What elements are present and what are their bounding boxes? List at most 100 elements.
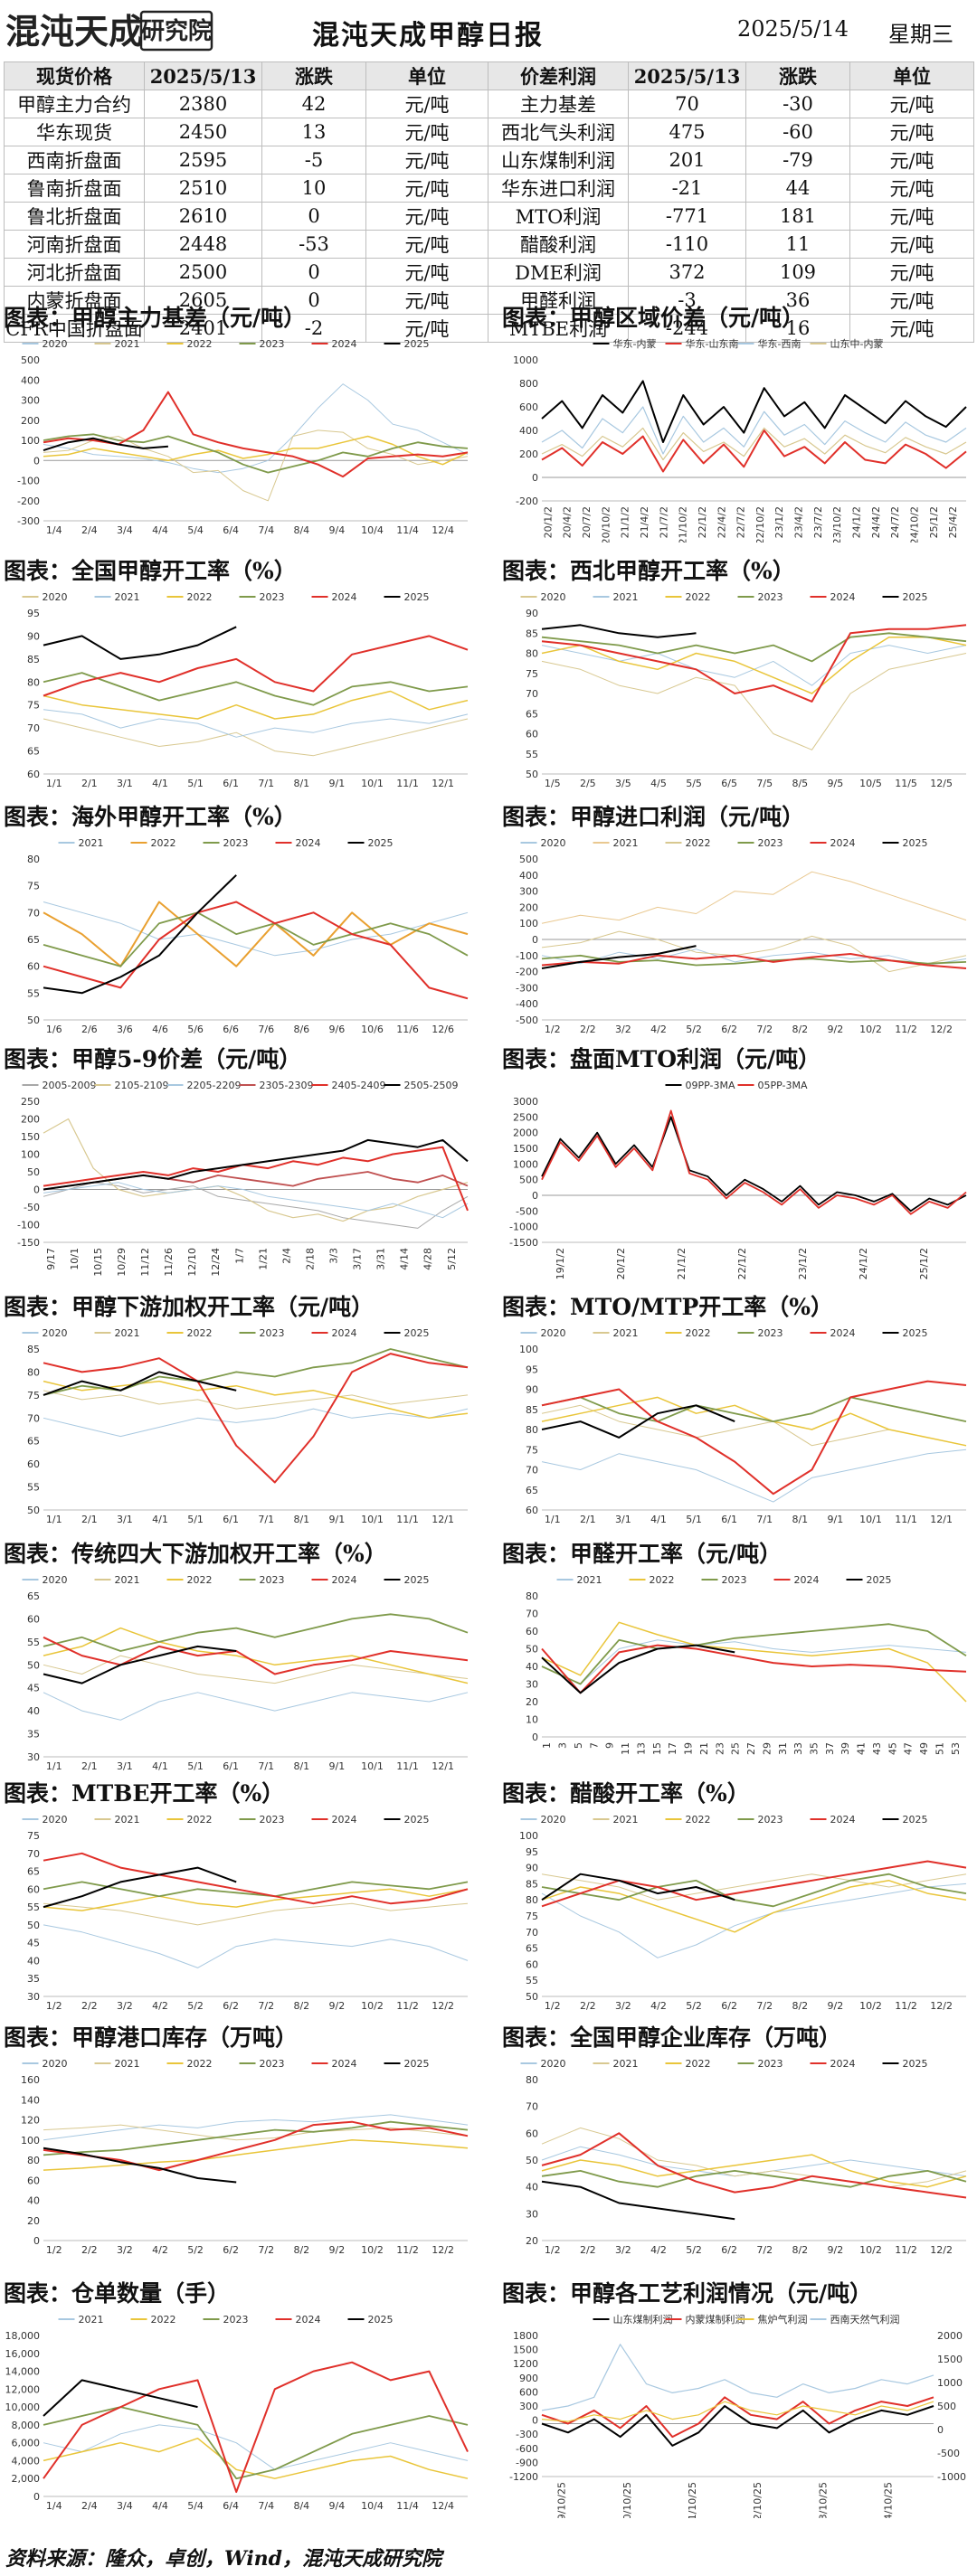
- table-cell: 0: [261, 258, 366, 287]
- y-tick-label: 60: [526, 1626, 538, 1637]
- y-tick-label: 50: [526, 1644, 538, 1656]
- y-tick-label: 250: [21, 1096, 40, 1108]
- table-row: 河南折盘面 2448 -53 元/吨 醋酸利润 -110 11 元/吨: [4, 230, 974, 259]
- legend-entry: 2020: [541, 2058, 566, 2070]
- table-cell: 475: [628, 118, 746, 146]
- x-tick-label: 21/1/2: [676, 1248, 688, 1279]
- y-tick-label: 80: [27, 2155, 40, 2166]
- x-tick-label: 7/4: [258, 2500, 274, 2512]
- y-tick-label: 40: [27, 2195, 40, 2207]
- y-tick-label: 50: [27, 1505, 40, 1516]
- legend-entry: 2023: [758, 1814, 783, 1826]
- chart-title: 图表：甲醇下游加权开工率（元/吨）: [4, 1294, 375, 1320]
- legend-entry: 2024: [830, 1327, 856, 1339]
- x-tick-label: 24/10/2: [908, 506, 920, 543]
- table-cell: 2610: [144, 202, 262, 231]
- x-tick-label: 6/2: [721, 2000, 737, 2012]
- y-tick-label: 200: [519, 448, 538, 460]
- x-tick-label: 45: [887, 1742, 898, 1755]
- x-tick-label: 4/4: [152, 2500, 168, 2512]
- chart-c17: 2021 2022 2023 2024 2025 18,000 16,000 14,000 12…: [5, 2314, 469, 2512]
- legend-entry: 2020: [43, 1814, 68, 1826]
- x-tick-label: 35: [809, 1742, 820, 1755]
- x-tick-label: 6/1: [223, 778, 239, 789]
- y-tick-label: 60: [526, 2128, 538, 2139]
- x-tick-label: 11/2: [895, 2244, 917, 2256]
- table-cell: 181: [745, 202, 850, 231]
- table-cell: 42: [261, 90, 366, 118]
- series-line: [43, 1881, 469, 1898]
- x-tick-label: 6/1: [223, 1760, 239, 1772]
- x-tick-label: 4/2: [152, 2244, 168, 2256]
- legend-entry: 山东中-内蒙: [830, 337, 884, 350]
- y-tick-label: 80: [526, 648, 538, 660]
- y-tick-label: 0: [33, 2235, 40, 2247]
- x-tick-label: 11/26: [163, 1248, 175, 1277]
- y-tick-label: 80: [27, 676, 40, 688]
- legend-entry: 2024: [830, 2058, 856, 2070]
- legend-entry: 2023: [260, 338, 285, 350]
- x-tick-label: 5/4: [187, 2500, 204, 2512]
- legend-entry: 山东煤制利润: [613, 2313, 673, 2326]
- x-tick-label: 29: [761, 1742, 773, 1755]
- table-cell: 内蒙折盘面: [4, 286, 145, 315]
- legend-entry: 2024: [332, 1814, 357, 1826]
- y-tick-label: 100: [519, 918, 538, 929]
- series-line: [541, 2169, 967, 2188]
- y-tick-label: -200: [17, 495, 40, 507]
- y-tick-label: 500: [519, 1175, 538, 1186]
- y-tick-label: 35: [27, 1729, 40, 1741]
- x-tick-label: 12/5: [930, 778, 953, 789]
- x-tick-label: 24/1/2: [850, 506, 862, 538]
- y-tick-label: 70: [27, 1848, 40, 1860]
- series-line: [541, 1404, 735, 1439]
- x-tick-label: 7/2: [756, 2244, 773, 2256]
- y-tick-label: 75: [27, 700, 40, 712]
- series-line: [43, 718, 469, 757]
- x-tick-label: 2/4: [280, 1248, 292, 1264]
- x-tick-label: 1/2: [46, 2000, 62, 2012]
- y-tick-label: 90: [526, 608, 538, 619]
- y-tick-label: -300: [516, 982, 538, 994]
- y-tick-label: 55: [27, 1901, 40, 1913]
- y-tick-label: 400: [21, 374, 40, 386]
- x-tick-label: 12/2: [930, 2000, 953, 2012]
- x-tick-label: 51: [934, 1742, 945, 1755]
- legend-entry: 2022: [686, 1814, 711, 1826]
- x-tick-label: 2/5: [580, 778, 596, 789]
- chart-c16: 2020 2021 2022 2023 2024 2025 80 70 60 50 40 30 20 1/…: [520, 2058, 967, 2256]
- x-tick-label: 19/1/2: [555, 1248, 566, 1279]
- x-tick-label: 11/1: [396, 1760, 419, 1772]
- x-tick-label: 12/24: [210, 1248, 222, 1277]
- table-row: 内蒙折盘面 2605 0 元/吨 甲醛利润 -3 36 元/吨: [4, 286, 974, 315]
- x-tick-label: 3/31: [375, 1248, 387, 1270]
- x-tick-label: 20/10/25: [621, 2482, 633, 2518]
- y-tick-label: 60: [526, 1958, 538, 1970]
- y-tick-label: 35: [27, 1973, 40, 1985]
- legend-entry: 2505-2509: [404, 1080, 459, 1091]
- x-tick-label: 9/2: [828, 2000, 844, 2012]
- table-row: 西南折盘面 2595 -5 元/吨 山东煤制利润 201 -79 元/吨: [4, 146, 974, 175]
- y-tick-label: 300: [21, 395, 40, 407]
- price-table-header-cell: 2025/5/13: [144, 61, 262, 90]
- series-line: [541, 2180, 735, 2221]
- legend-entry: 2020: [43, 2058, 68, 2070]
- series-line: [541, 930, 967, 973]
- y-tick-label: 75: [526, 1911, 538, 1922]
- x-tick-label: 19/10/25: [556, 2482, 568, 2518]
- legend-entry: 2022: [187, 591, 213, 603]
- x-tick-label: 23/10/2: [831, 506, 843, 543]
- x-tick-label: 8/5: [792, 778, 808, 789]
- x-tick-label: 20/10/2: [600, 506, 612, 543]
- table-cell: 鲁南折盘面: [4, 174, 145, 203]
- y-tick-label: 80: [27, 854, 40, 865]
- x-tick-label: 1/7: [233, 1248, 245, 1264]
- y-tick-label: -500: [516, 1205, 538, 1217]
- y-tick-label: 65: [27, 1590, 40, 1602]
- legend-entry: 2023: [223, 837, 249, 849]
- x-tick-label: 2/1: [81, 1514, 98, 1525]
- series-line: [43, 1655, 469, 1684]
- y-tick-label: 50: [27, 1920, 40, 1931]
- table-cell: 11: [745, 230, 850, 259]
- table-cell: -21: [628, 174, 746, 203]
